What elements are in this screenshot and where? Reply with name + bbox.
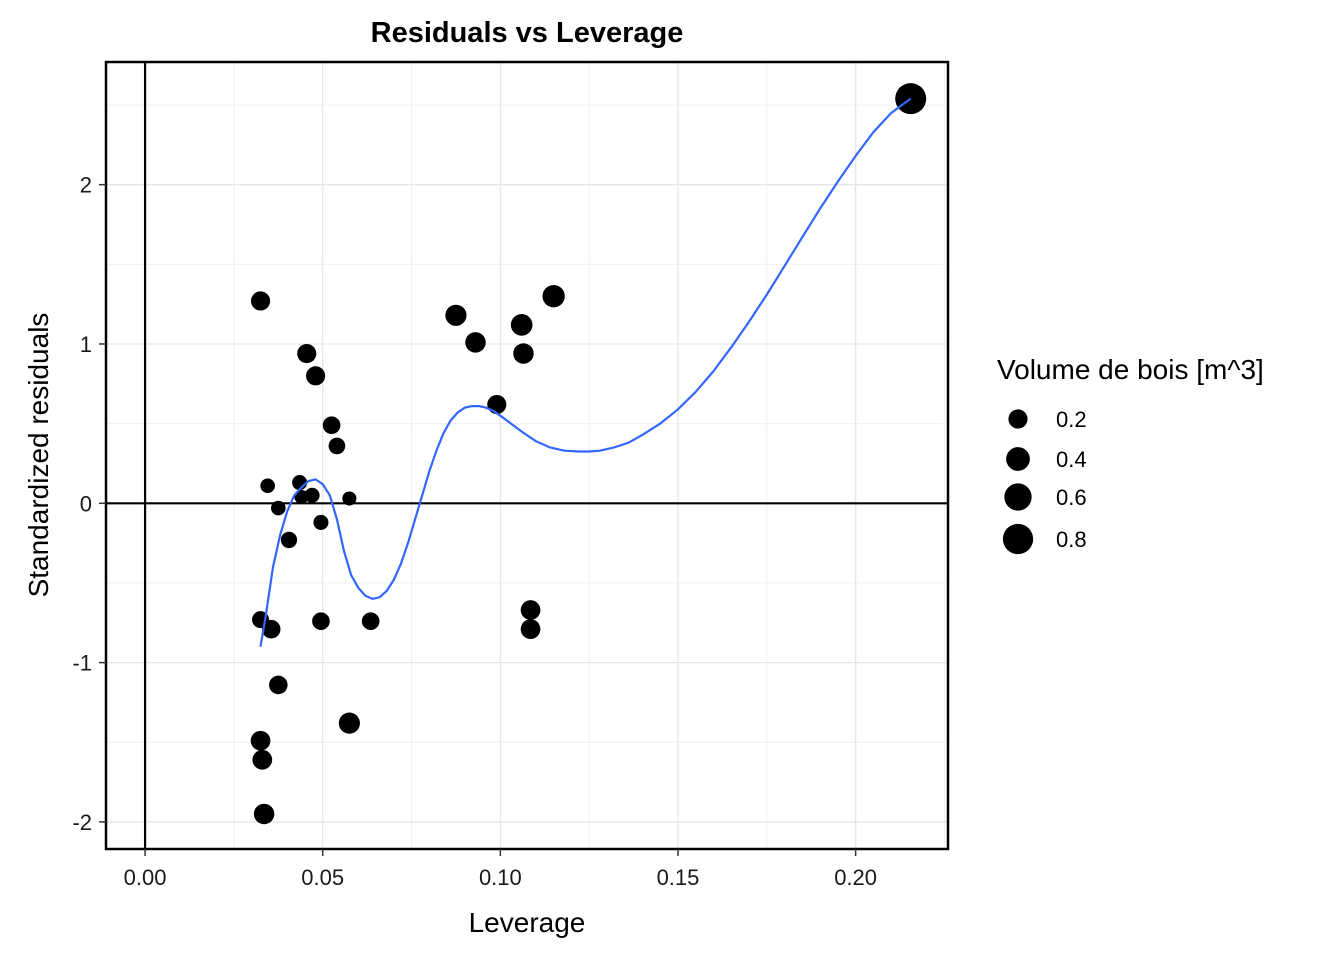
data-point	[306, 366, 326, 386]
x-tick-label: 0.10	[479, 865, 522, 890]
legend-label: 0.8	[1056, 527, 1087, 552]
data-point	[250, 291, 271, 311]
data-point	[280, 531, 298, 549]
data-point	[361, 612, 380, 631]
data-point	[342, 491, 357, 506]
legend-key	[1004, 483, 1032, 511]
x-tick-label: 0.20	[834, 865, 877, 890]
data-point	[271, 500, 286, 516]
grid-minor	[106, 62, 948, 849]
y-tick-label: -2	[72, 810, 92, 835]
data-point	[260, 478, 275, 494]
legend-label: 0.6	[1056, 485, 1087, 510]
y-tick-label: 1	[80, 332, 92, 357]
x-tick-label: 0.05	[301, 865, 344, 890]
data-point	[312, 612, 330, 631]
panel-background	[106, 62, 948, 849]
legend-title: Volume de bois [m^3]	[997, 354, 1264, 385]
x-axis-title: Leverage	[469, 907, 586, 938]
smooth-line	[259, 97, 912, 647]
legend-label: 0.4	[1056, 447, 1087, 472]
legend: Volume de bois [m^3] 0.2 0.4 0.6 0.8	[997, 354, 1264, 555]
data-point	[261, 619, 281, 639]
legend-key	[1006, 447, 1030, 471]
data-point	[338, 712, 360, 734]
data-point	[313, 514, 329, 530]
data-point	[520, 619, 541, 640]
data-point	[297, 343, 317, 364]
data-point	[252, 749, 273, 770]
data-point	[250, 730, 271, 751]
data-point	[465, 332, 486, 353]
data-point	[520, 600, 541, 620]
y-tick-label: 2	[80, 173, 92, 198]
legend-label: 0.2	[1056, 407, 1087, 432]
legend-key	[1002, 523, 1034, 555]
reference-lines	[106, 62, 948, 849]
x-axis: 0.00 0.05 0.10 0.15 0.20	[124, 849, 877, 890]
data-point	[328, 437, 346, 455]
data-point	[513, 343, 534, 364]
smooth-line-group	[259, 97, 912, 647]
legend-entries: 0.2 0.4 0.6 0.8	[1002, 407, 1087, 555]
data-point	[322, 416, 341, 435]
plot-panel	[104, 60, 950, 851]
data-point	[253, 803, 275, 825]
data-point	[304, 487, 320, 503]
data-point	[445, 304, 467, 326]
y-tick-label: -1	[72, 651, 92, 676]
legend-key	[1008, 409, 1028, 429]
x-tick-label: 0.15	[657, 865, 700, 890]
data-point	[269, 675, 288, 695]
data-point	[487, 394, 507, 415]
panel-border	[104, 60, 950, 851]
data-point	[510, 314, 533, 336]
chart-title: Residuals vs Leverage	[371, 17, 684, 49]
y-axis-title: Standardized residuals	[23, 313, 54, 598]
data-points	[250, 83, 927, 825]
data-point	[542, 285, 565, 308]
x-tick-label: 0.00	[124, 865, 167, 890]
y-tick-label: 0	[80, 491, 92, 516]
y-axis: -2 -1 0 1 2	[72, 173, 106, 835]
